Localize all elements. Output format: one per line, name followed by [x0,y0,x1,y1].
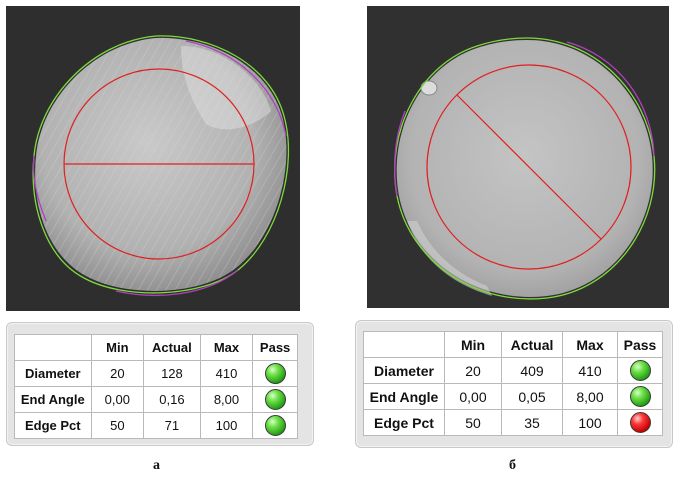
actual-value: 35 [501,409,563,436]
pass-cell [252,412,298,439]
pass-indicator-led [264,389,286,410]
max-value: 410 [562,357,618,384]
header-pass: Pass [252,334,298,361]
table-row-diameter: Diameter 20 409 410 [363,357,663,384]
pass-cell [617,357,663,384]
pass-cell [617,383,663,410]
fiber-image-b [367,6,669,308]
fit-circle [426,64,632,270]
results-table-b: Min Actual Max Pass Diameter 20 409 410 … [363,331,663,436]
edge-outline-green [32,35,290,294]
min-value: 50 [444,409,502,436]
row-label: End Angle [363,383,445,410]
row-label: Diameter [363,357,445,384]
header-pass: Pass [617,331,663,358]
header-corner [14,334,92,361]
header-min: Min [444,331,502,358]
fiber-image-a [6,6,300,311]
table-row-edge-pct: Edge Pct 50 35 100 [363,409,663,436]
actual-value: 71 [143,412,201,439]
table-row-diameter: Diameter 20 128 410 [14,360,298,387]
table-row-end-angle: End Angle 0,00 0,05 8,00 [363,383,663,410]
pass-cell [252,360,298,387]
max-value: 100 [562,409,618,436]
max-value: 8,00 [199,386,254,413]
pass-indicator-led [264,363,286,384]
table-header-row: Min Actual Max Pass [363,331,663,358]
results-table-a: Min Actual Max Pass Diameter 20 128 410 … [14,334,298,439]
table-row-end-angle: End Angle 0,00 0,16 8,00 [14,386,298,413]
max-value: 8,00 [562,383,618,410]
max-value: 100 [199,412,254,439]
edge-outline-green [394,37,656,300]
pass-cell [252,386,298,413]
caption-b: б [509,458,516,473]
min-value: 20 [444,357,502,384]
row-label: Edge Pct [363,409,445,436]
pass-indicator-led [629,386,651,407]
header-max: Max [199,334,254,361]
min-value: 0,00 [444,383,502,410]
table-row-edge-pct: Edge Pct 50 71 100 [14,412,298,439]
header-min: Min [90,334,145,361]
header-actual: Actual [501,331,563,358]
caption-a: а [153,458,160,473]
edge-outline-magenta [32,40,287,296]
pass-indicator-led [629,412,651,433]
min-value: 50 [90,412,145,439]
min-value: 20 [90,360,145,387]
table-header-row: Min Actual Max Pass [14,334,298,361]
edge-outline-magenta [393,41,655,197]
header-actual: Actual [143,334,201,361]
header-corner [363,331,445,358]
header-max: Max [562,331,618,358]
actual-value: 128 [143,360,201,387]
fiber-end-face [396,40,653,297]
row-label: Edge Pct [14,412,92,439]
actual-value: 409 [501,357,563,384]
pass-cell [617,409,663,436]
pass-indicator-led [264,415,286,436]
row-label: End Angle [14,386,92,413]
pass-indicator-led [629,360,651,381]
row-label: Diameter [14,360,92,387]
actual-value: 0,16 [143,386,201,413]
min-value: 0,00 [90,386,145,413]
diameter-line [456,94,602,240]
max-value: 410 [199,360,254,387]
actual-value: 0,05 [501,383,563,410]
